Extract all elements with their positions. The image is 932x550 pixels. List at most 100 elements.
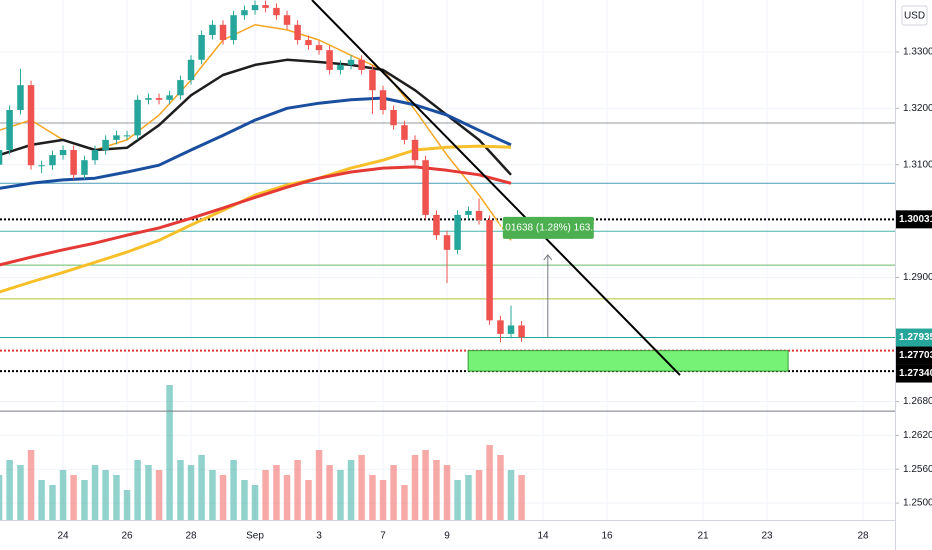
volume-bar: [123, 490, 131, 520]
y-tick-label: 1.29000: [903, 272, 932, 283]
x-tick-label: Sep: [246, 531, 264, 542]
candle-body: [123, 135, 131, 137]
volume-bar: [27, 450, 35, 520]
price-label: 1.27703: [899, 350, 932, 361]
candle-body: [294, 24, 301, 41]
candle-body: [230, 15, 237, 41]
volume-bar: [486, 445, 493, 520]
volume-bar: [379, 480, 387, 520]
candle-body: [347, 59, 355, 65]
x-tick-label: 14: [537, 531, 549, 542]
volume-bar: [0, 475, 3, 520]
price-label-box: [896, 346, 932, 365]
trend-line: [311, 0, 681, 376]
candle-body: [273, 7, 280, 16]
candle-body: [465, 210, 472, 215]
volume-bar: [145, 465, 152, 520]
candle-body: [262, 5, 269, 8]
measure-label: 0.01638 (1.28%) 163.8: [497, 223, 599, 234]
y-tick-label: 1.25600: [903, 464, 932, 475]
volume-bar: [113, 475, 120, 520]
x-tick-label: 21: [697, 531, 709, 542]
candle-body: [390, 109, 397, 126]
volume-bar: [81, 480, 88, 520]
candle-body: [422, 160, 429, 215]
volume-bar: [219, 475, 227, 520]
y-tick-label: 1.25000: [903, 498, 932, 509]
x-tick-label: 23: [761, 531, 773, 542]
volume-bar: [390, 465, 397, 520]
volume-bar: [465, 475, 472, 520]
volume-bar: [198, 455, 205, 520]
candle-body: [315, 45, 323, 51]
x-tick-label: 28: [857, 531, 869, 542]
volume-bar: [166, 385, 173, 520]
candle-body: [443, 235, 451, 250]
candle-body: [454, 214, 461, 250]
x-tick-label: 28: [185, 531, 197, 542]
currency-badge[interactable]: [901, 5, 928, 26]
y-tick-label: 1.26800: [903, 396, 932, 407]
volume-bar: [422, 450, 429, 520]
candle-body: [166, 95, 173, 100]
price-label: 1.27935: [899, 332, 932, 343]
candle-body: [337, 64, 344, 70]
x-tick-label: 3: [316, 531, 322, 542]
candle-body: [49, 155, 56, 166]
volume-bar: [315, 450, 323, 520]
candle-body: [497, 320, 504, 334]
x-tick-label: 24: [57, 531, 69, 542]
candle-body: [241, 10, 248, 16]
volume-bar: [358, 455, 365, 520]
candle-body: [379, 90, 387, 110]
candle-body: [38, 165, 45, 167]
x-tick-label: 7: [380, 531, 386, 542]
candle-body: [6, 109, 13, 151]
candle-body: [475, 210, 483, 220]
volume-bar: [369, 475, 376, 520]
volume-bar: [241, 480, 248, 520]
volume-bar: [283, 475, 291, 520]
candle-body: [134, 99, 141, 136]
candle-body: [0, 150, 3, 165]
candle-body: [145, 98, 152, 100]
x-tick-label: 26: [121, 531, 133, 542]
volume-bar: [177, 460, 184, 520]
candle-body: [187, 59, 195, 81]
volume-bar: [347, 460, 355, 520]
price-label: 1.30031: [899, 214, 932, 225]
volume-bar: [262, 470, 269, 520]
candle-body: [155, 98, 163, 100]
volume-bar: [134, 460, 141, 520]
candle-body: [209, 24, 216, 35]
y-tick-label: 1.33000: [903, 47, 932, 58]
candle-body: [113, 135, 120, 140]
volume-bar: [497, 455, 504, 520]
candle-body: [177, 80, 184, 96]
candle-body: [507, 325, 515, 334]
candle-body: [486, 219, 493, 321]
volume-bar: [91, 465, 99, 520]
moving-average: [0, 58, 512, 176]
moving-average: [0, 144, 512, 294]
candle-body: [59, 150, 67, 156]
volume-bar: [230, 460, 237, 520]
candle-body: [518, 325, 525, 338]
y-tick-label: 1.32000: [903, 103, 932, 114]
volume-bar: [155, 470, 163, 520]
volume-bar: [59, 470, 67, 520]
candle-body: [198, 34, 205, 60]
volume-bar: [507, 470, 515, 520]
support-zone: [467, 350, 789, 372]
measure-arrowhead: [543, 254, 553, 261]
price-label-box: [896, 364, 932, 383]
candle-body: [91, 150, 99, 161]
x-tick-label: 16: [601, 531, 613, 542]
volume-bar: [411, 455, 419, 520]
candle-body: [401, 125, 408, 140]
volume-bar: [273, 465, 280, 520]
candle-body: [81, 160, 88, 175]
volume-bar: [102, 470, 109, 520]
candle-body: [358, 59, 365, 70]
